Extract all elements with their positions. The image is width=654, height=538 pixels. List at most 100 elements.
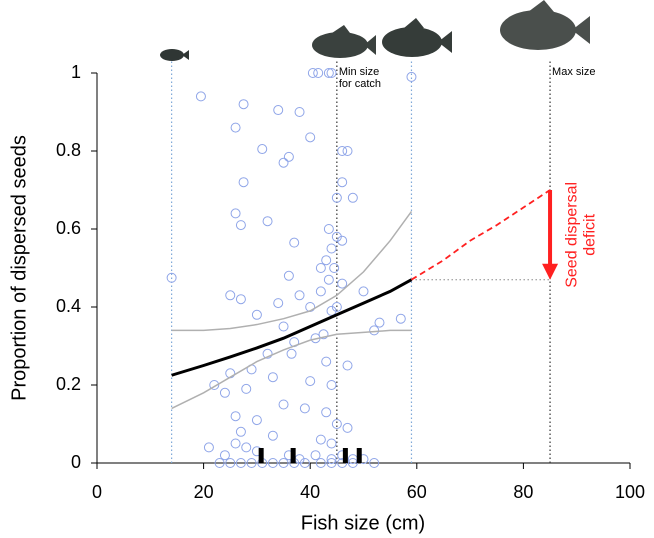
- ci-lower-line: [172, 330, 412, 408]
- x-tick-label: 20: [194, 482, 214, 502]
- extrapolation-line: [411, 190, 550, 280]
- data-point: [220, 451, 229, 460]
- page: {"chart_data": { "type": "scatter", "xla…: [0, 0, 654, 538]
- y-tick-label: 1: [71, 62, 81, 82]
- data-point: [279, 400, 288, 409]
- data-point: [343, 423, 352, 432]
- chart: Fish size (cm) Proportion of dispersed s…: [0, 0, 654, 538]
- data-point: [242, 384, 251, 393]
- data-point: [231, 209, 240, 218]
- y-axis-label: Proportion of dispersed seeds: [8, 135, 30, 401]
- data-point: [284, 152, 293, 161]
- data-point: [239, 178, 248, 187]
- data-point: [314, 69, 323, 78]
- data-point: [196, 92, 205, 101]
- x-tick-label: 80: [513, 482, 533, 502]
- reference-label: for catch: [339, 78, 381, 90]
- fish-icon: [500, 0, 590, 50]
- x-axis-label: Fish size (cm): [301, 512, 425, 534]
- fish-icon: [382, 18, 452, 57]
- data-point: [231, 412, 240, 421]
- data-point: [252, 310, 261, 319]
- reference-label: Max size: [552, 66, 595, 78]
- y-tick-label: 0: [71, 452, 81, 472]
- data-point: [287, 349, 296, 358]
- data-point: [300, 404, 309, 413]
- data-point: [279, 158, 288, 167]
- data-point: [343, 147, 352, 156]
- data-point: [327, 244, 336, 253]
- data-point: [327, 381, 336, 390]
- data-point: [332, 420, 341, 429]
- data-point: [370, 326, 379, 335]
- fish-icon: [160, 49, 189, 61]
- data-point: [348, 193, 357, 202]
- rug-tick: [291, 448, 296, 463]
- data-point: [316, 264, 325, 273]
- y-tick-label: 0.2: [56, 374, 81, 394]
- ci-upper-line: [172, 211, 412, 330]
- data-point: [279, 322, 288, 331]
- data-point: [308, 69, 317, 78]
- data-point: [268, 373, 277, 382]
- data-point: [375, 318, 384, 327]
- data-point: [327, 439, 336, 448]
- deficit-arrowhead: [542, 264, 558, 280]
- rug-tick: [259, 448, 264, 463]
- data-point: [396, 314, 405, 323]
- data-point: [322, 357, 331, 366]
- data-point: [231, 123, 240, 132]
- data-point: [316, 435, 325, 444]
- data-point: [284, 271, 293, 280]
- x-tick-label: 60: [407, 482, 427, 502]
- deficit-label-line: deficit: [581, 213, 598, 255]
- data-point: [338, 279, 347, 288]
- data-point: [236, 221, 245, 230]
- data-point: [236, 427, 245, 436]
- data-point: [226, 291, 235, 300]
- rug-tick: [357, 448, 362, 463]
- data-point: [242, 443, 251, 452]
- x-tick-label: 100: [615, 482, 645, 502]
- data-point: [359, 287, 368, 296]
- rug-tick: [343, 448, 348, 463]
- data-point: [236, 295, 245, 304]
- data-point: [343, 361, 352, 370]
- data-point: [324, 225, 333, 234]
- data-point: [263, 217, 272, 226]
- data-point: [274, 299, 283, 308]
- data-point: [327, 455, 336, 464]
- x-tick-label: 40: [300, 482, 320, 502]
- y-tick-label: 0.8: [56, 140, 81, 160]
- y-tick-label: 0.6: [56, 218, 81, 238]
- x-tick-label: 0: [92, 482, 102, 502]
- data-point: [322, 408, 331, 417]
- data-point: [239, 100, 248, 109]
- data-point: [295, 291, 304, 300]
- data-point: [220, 388, 229, 397]
- data-point: [306, 133, 315, 142]
- data-point: [306, 377, 315, 386]
- data-point: [290, 238, 299, 247]
- data-point: [295, 108, 304, 117]
- data-point: [322, 256, 331, 265]
- data-point: [274, 106, 283, 115]
- data-point: [348, 455, 357, 464]
- data-point: [268, 431, 277, 440]
- data-point: [258, 145, 267, 154]
- data-point: [311, 451, 320, 460]
- data-point: [330, 264, 339, 273]
- y-tick-label: 0.4: [56, 296, 81, 316]
- fit-line: [172, 280, 412, 376]
- data-point: [231, 439, 240, 448]
- deficit-label-line: Seed dispersal: [563, 182, 580, 288]
- data-point: [252, 416, 261, 425]
- fish-icons: [160, 0, 590, 61]
- data-point: [204, 443, 213, 452]
- data-point: [324, 275, 333, 284]
- data-point: [338, 147, 347, 156]
- fish-icon: [312, 25, 376, 58]
- data-point: [316, 287, 325, 296]
- reference-label: Min size: [339, 66, 379, 78]
